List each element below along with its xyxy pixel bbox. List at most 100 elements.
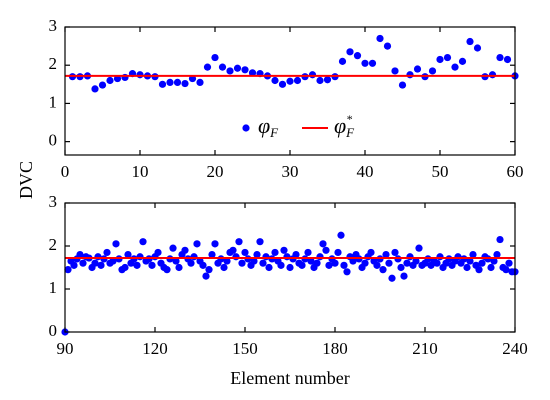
data-point (443, 53, 452, 62)
y-tick-label: 1 (49, 278, 58, 297)
x-tick-label: 120 (142, 339, 168, 358)
data-point (383, 42, 392, 50)
data-point (271, 248, 279, 257)
y-tick-label: 1 (49, 92, 58, 111)
data-point (163, 266, 171, 274)
data-point (337, 231, 345, 239)
y-tick-label: 0 (49, 321, 58, 340)
data-point (226, 67, 234, 75)
data-point (232, 253, 240, 261)
data-point (493, 251, 501, 259)
data-point (478, 259, 486, 267)
data-point (490, 257, 498, 265)
data-point (79, 259, 87, 267)
data-point (469, 251, 477, 259)
data-point (203, 63, 212, 71)
data-point (487, 263, 495, 272)
data-point (403, 259, 411, 267)
data-point (175, 263, 183, 272)
x-tick-label: 240 (502, 339, 528, 358)
data-point (148, 261, 156, 269)
data-point (124, 251, 132, 259)
data-point (304, 248, 312, 257)
data-point (241, 248, 249, 257)
data-point (398, 81, 407, 89)
data-point (218, 63, 227, 71)
data-point (391, 248, 399, 257)
x-tick-label: 50 (432, 162, 449, 181)
x-tick-label: 0 (61, 162, 70, 181)
data-point (349, 257, 357, 265)
data-point (229, 246, 237, 254)
data-point (278, 80, 287, 88)
data-point (331, 259, 339, 267)
data-point (233, 64, 242, 72)
data-point (412, 257, 420, 265)
data-point (391, 67, 399, 75)
x-tick-label: 90 (57, 339, 74, 358)
data-point (64, 266, 72, 274)
data-point (298, 261, 306, 269)
data-point (181, 246, 189, 254)
data-point (340, 261, 348, 269)
data-point (166, 78, 174, 87)
data-point (76, 251, 84, 259)
legend-swatch (242, 124, 250, 132)
data-point (308, 71, 317, 79)
legend-label: φ* F (334, 112, 355, 140)
data-point (373, 261, 381, 269)
data-point (196, 78, 204, 87)
data-point (238, 259, 246, 267)
data-point (397, 263, 405, 272)
data-point (253, 251, 261, 259)
data-point (406, 71, 414, 79)
data-point (169, 244, 177, 252)
data-point (109, 257, 117, 265)
data-point (70, 261, 78, 269)
data-point (473, 44, 482, 52)
data-point (343, 268, 351, 276)
data-point (346, 48, 354, 56)
data-point (256, 238, 264, 246)
data-point (475, 266, 483, 274)
data-point (91, 259, 99, 267)
data-point (136, 253, 144, 261)
data-point (154, 248, 162, 257)
plot-frame (64, 26, 516, 156)
data-point (367, 248, 375, 257)
data-point (248, 69, 257, 77)
data-point (400, 272, 408, 280)
data-point (286, 263, 294, 272)
data-point (193, 240, 201, 248)
data-point (388, 274, 396, 282)
data-point (361, 59, 369, 67)
x-tick-label: 10 (132, 162, 149, 181)
data-point (503, 55, 512, 64)
data-point (97, 261, 105, 269)
y-tick-label: 2 (49, 235, 58, 254)
data-point (406, 253, 414, 261)
data-point (98, 81, 107, 89)
data-point (451, 63, 459, 71)
data-point (502, 266, 510, 274)
y-tick-label: 3 (49, 192, 58, 211)
x-tick-label: 60 (507, 162, 524, 181)
data-point (488, 71, 497, 79)
y-tick-label: 3 (49, 16, 58, 35)
x-tick-label: 210 (412, 339, 438, 358)
data-point (325, 261, 333, 269)
data-point (280, 246, 288, 254)
data-point (293, 76, 302, 85)
y-axis-label: DVC (16, 161, 36, 199)
data-point (433, 259, 441, 267)
data-point (379, 266, 387, 274)
data-point (121, 263, 129, 272)
data-point (353, 52, 362, 60)
data-point (496, 235, 504, 244)
data-point (211, 240, 219, 248)
data-point (133, 261, 141, 269)
data-point (205, 266, 213, 274)
data-point (158, 80, 167, 88)
data-point (323, 76, 332, 84)
